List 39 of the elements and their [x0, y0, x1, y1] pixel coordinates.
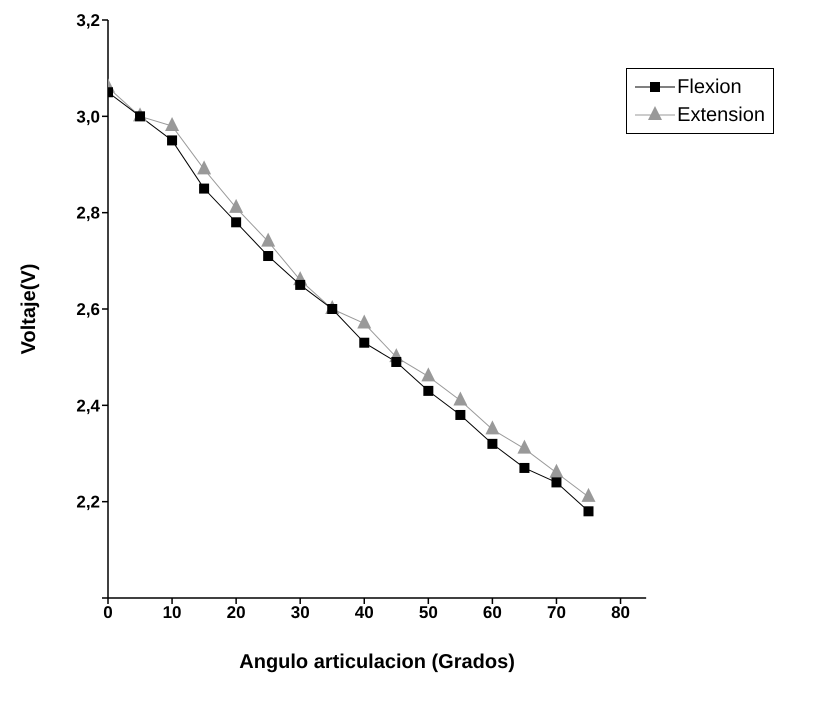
point — [549, 464, 564, 478]
y-axis-title: Voltaje(V) — [18, 264, 40, 354]
point — [583, 506, 594, 516]
y-tick-label: 2,4 — [76, 396, 101, 416]
point — [261, 232, 276, 247]
y-tick-label: 3,0 — [76, 107, 100, 126]
point — [519, 462, 530, 473]
point — [359, 338, 370, 348]
point — [391, 356, 402, 367]
point — [453, 392, 468, 406]
point — [551, 477, 562, 488]
x-tick-label: 30 — [290, 603, 310, 622]
x-tick-label: 20 — [226, 603, 246, 622]
x-tick-label: 60 — [482, 603, 502, 622]
point — [517, 440, 532, 454]
x-tick-label: 40 — [354, 603, 374, 622]
point — [423, 386, 434, 396]
y-tick-label: 2,6 — [76, 300, 100, 320]
point — [421, 367, 436, 382]
point — [581, 488, 596, 502]
point — [197, 160, 212, 174]
point — [455, 410, 466, 420]
x-axis-title: Angulo articulacion (Grados) — [239, 651, 515, 673]
x-tick-label: 80 — [611, 603, 630, 622]
x-tick-label: 70 — [547, 603, 566, 622]
y-tick-label: 2,2 — [76, 492, 100, 512]
x-tick-label: 50 — [418, 603, 438, 622]
y-tick-label: 2,8 — [76, 204, 100, 223]
point — [165, 116, 180, 131]
x-tick-label: 10 — [162, 603, 182, 622]
legend-label: Flexion — [677, 76, 742, 98]
legend-label: Extension — [677, 104, 765, 126]
point — [485, 420, 500, 434]
point — [295, 280, 306, 290]
point — [487, 438, 498, 449]
point — [229, 198, 244, 213]
point — [357, 314, 372, 328]
y-tick-label: 3,2 — [76, 11, 100, 30]
x-tick-label: 0 — [103, 603, 113, 622]
